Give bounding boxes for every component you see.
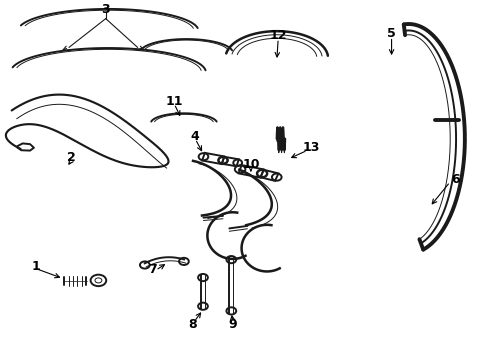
Text: 8: 8 <box>188 318 196 331</box>
Text: 6: 6 <box>451 173 460 186</box>
Text: 3: 3 <box>101 3 110 16</box>
Text: 1: 1 <box>31 260 40 273</box>
Text: 9: 9 <box>228 318 237 331</box>
Text: 10: 10 <box>242 158 260 171</box>
Text: 13: 13 <box>302 141 319 154</box>
Text: 4: 4 <box>191 130 199 143</box>
Text: 7: 7 <box>148 263 156 276</box>
Text: 11: 11 <box>166 95 183 108</box>
Text: 12: 12 <box>270 29 287 42</box>
Text: 5: 5 <box>387 27 396 40</box>
Text: 2: 2 <box>67 151 76 164</box>
